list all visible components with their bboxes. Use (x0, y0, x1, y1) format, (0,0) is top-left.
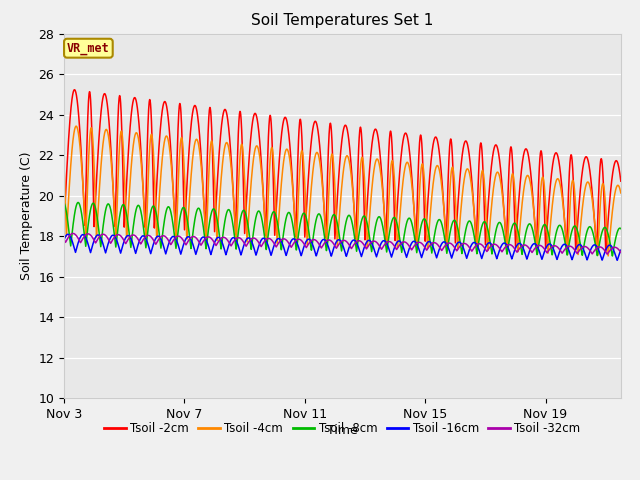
X-axis label: Time: Time (327, 424, 358, 437)
Tsoil -32cm (60, 237, 68, 242)
Tsoil -32cm (546, 246, 554, 252)
Line: Tsoil -8cm: Tsoil -8cm (64, 203, 621, 256)
Tsoil -16cm (613, 257, 621, 263)
Tsoil -32cm (298, 238, 306, 244)
Tsoil -2cm (617, 178, 625, 184)
Tsoil -16cm (274, 236, 282, 242)
Tsoil -8cm (274, 221, 282, 227)
Tsoil -4cm (606, 230, 614, 236)
Tsoil -8cm (609, 253, 616, 259)
Tsoil -8cm (124, 219, 132, 225)
Tsoil -4cm (274, 232, 282, 238)
Tsoil -2cm (71, 87, 79, 93)
Tsoil -16cm (546, 241, 554, 247)
Tsoil -2cm (274, 181, 282, 187)
Line: Tsoil -2cm: Tsoil -2cm (64, 90, 621, 252)
Tsoil -4cm (157, 174, 164, 180)
Tsoil -32cm (604, 252, 611, 257)
Tsoil -2cm (602, 249, 610, 254)
Tsoil -8cm (298, 214, 306, 219)
Legend: Tsoil -2cm, Tsoil -4cm, Tsoil -8cm, Tsoil -16cm, Tsoil -32cm: Tsoil -2cm, Tsoil -4cm, Tsoil -8cm, Tsoi… (100, 418, 585, 440)
Tsoil -2cm (124, 160, 132, 166)
Tsoil -2cm (606, 192, 614, 198)
Tsoil -16cm (617, 247, 625, 253)
Tsoil -4cm (617, 190, 625, 196)
Tsoil -4cm (72, 123, 80, 129)
Tsoil -8cm (617, 226, 625, 231)
Line: Tsoil -4cm: Tsoil -4cm (64, 126, 621, 256)
Tsoil -8cm (74, 200, 82, 205)
Line: Tsoil -16cm: Tsoil -16cm (64, 234, 621, 260)
Tsoil -16cm (298, 251, 306, 256)
Tsoil -16cm (157, 236, 164, 241)
Tsoil -2cm (157, 121, 164, 127)
Tsoil -32cm (124, 237, 132, 243)
Tsoil -16cm (64, 231, 72, 237)
Tsoil -32cm (617, 250, 625, 255)
Tsoil -4cm (604, 253, 612, 259)
Tsoil -4cm (124, 217, 132, 223)
Tsoil -16cm (606, 242, 614, 248)
Tsoil -8cm (546, 240, 554, 245)
Y-axis label: Soil Temperature (C): Soil Temperature (C) (20, 152, 33, 280)
Tsoil -8cm (60, 200, 68, 205)
Tsoil -2cm (298, 134, 306, 140)
Tsoil -4cm (546, 226, 554, 232)
Tsoil -2cm (60, 223, 68, 229)
Tsoil -32cm (606, 247, 614, 253)
Tsoil -2cm (546, 186, 554, 192)
Text: VR_met: VR_met (67, 42, 109, 55)
Tsoil -4cm (60, 160, 68, 166)
Tsoil -8cm (606, 240, 614, 246)
Tsoil -32cm (274, 241, 282, 247)
Tsoil -8cm (157, 244, 164, 250)
Tsoil -4cm (298, 148, 306, 154)
Title: Soil Temperatures Set 1: Soil Temperatures Set 1 (252, 13, 433, 28)
Tsoil -32cm (69, 230, 77, 236)
Tsoil -16cm (124, 233, 132, 239)
Tsoil -32cm (157, 234, 164, 240)
Tsoil -16cm (60, 237, 68, 243)
Line: Tsoil -32cm: Tsoil -32cm (64, 233, 621, 254)
